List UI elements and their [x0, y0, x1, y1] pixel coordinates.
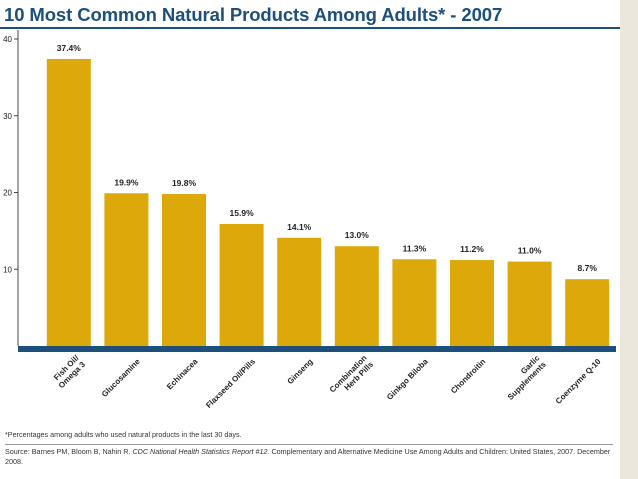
x-tick-label: Echinacea [165, 357, 200, 392]
bar-value-label: 11.2% [460, 244, 484, 254]
bar [392, 259, 437, 346]
x-tick-label-line: Ginkgo Biloba [385, 357, 430, 402]
bar [277, 237, 322, 346]
bar-chart: 10 20 30 40 37.4% Fish Oil/Omega 3 19.9% Glucos… [3, 30, 616, 410]
footnote: *Percentages among adults who used natur… [5, 430, 242, 439]
bar-value-label: 8.7% [578, 263, 598, 273]
bar [450, 260, 494, 346]
bar-value-label: 11.3% [403, 243, 427, 253]
x-tick-label-line: Glucosamine [100, 357, 142, 399]
source-report: CDC National Health Statistics Report #1… [132, 447, 270, 456]
source-suffix: Complementary and Alternative Medicine U… [5, 447, 611, 466]
title-rule [0, 27, 620, 29]
source-citation: Source: Barnes PM, Bloom B, Nahin R. CDC… [5, 447, 615, 466]
x-tick-label: Coenzyme Q-10 [554, 357, 603, 406]
x-tick-label-line: Ginseng [286, 357, 315, 386]
bar [507, 261, 552, 346]
bar-value-label: 37.4% [57, 43, 82, 53]
x-tick-label: Fish Oil/Omega 3 [52, 353, 87, 390]
y-tick-label: 40 [3, 35, 12, 44]
bar-value-label: 19.9% [114, 177, 139, 187]
x-tick-label-line: Echinacea [165, 357, 200, 392]
x-tick-label: Chondroitin [449, 357, 487, 395]
x-tick-label: Ginkgo Biloba [385, 357, 430, 402]
bar [46, 58, 91, 346]
bar-value-label: 14.1% [287, 222, 312, 232]
bar-value-label: 13.0% [345, 230, 370, 240]
x-tick-label: Flaxseed Oil/Pills [204, 357, 257, 410]
y-tick-label: 30 [3, 112, 12, 121]
bar [219, 223, 264, 346]
bar [334, 246, 379, 346]
chart-title: 10 Most Common Natural Products Among Ad… [4, 4, 503, 25]
bar-value-label: 19.8% [172, 178, 197, 188]
bar [162, 194, 206, 346]
background-strip [620, 0, 638, 479]
bar-value-label: 11.0% [518, 246, 542, 256]
y-tick-label: 20 [3, 189, 12, 198]
footer-rule [5, 444, 613, 445]
x-axis-band [18, 346, 616, 352]
x-tick-label: Glucosamine [100, 357, 142, 399]
y-tick-label: 10 [3, 265, 12, 274]
bar-value-label: 15.9% [230, 208, 255, 218]
x-tick-label-line: Coenzyme Q-10 [554, 357, 603, 406]
x-tick-label-line: Chondroitin [449, 357, 487, 395]
bar [104, 193, 149, 346]
x-tick-label-line: Flaxseed Oil/Pills [204, 357, 257, 410]
bar [565, 279, 610, 346]
x-tick-label: Ginseng [286, 357, 315, 386]
source-prefix: Source: Barnes PM, Bloom B, Nahin R. [5, 447, 131, 456]
